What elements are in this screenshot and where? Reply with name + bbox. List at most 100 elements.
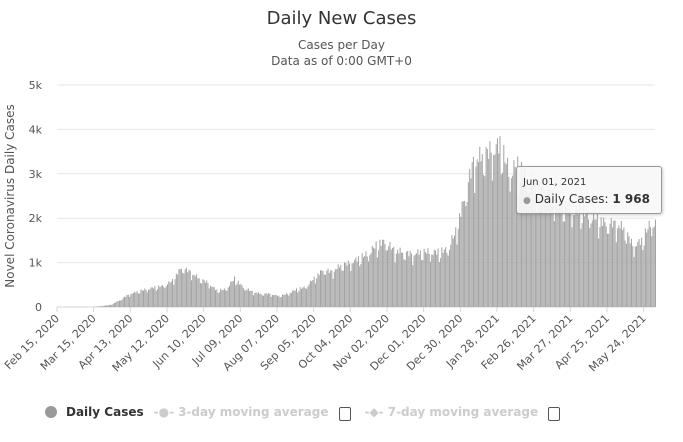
- bar[interactable]: [379, 239, 381, 307]
- bar[interactable]: [325, 274, 327, 307]
- bar[interactable]: [436, 254, 438, 307]
- bar[interactable]: [282, 294, 284, 307]
- bar[interactable]: [304, 288, 306, 307]
- bar[interactable]: [618, 225, 620, 307]
- bar[interactable]: [450, 244, 452, 307]
- bar[interactable]: [218, 292, 220, 307]
- bar[interactable]: [393, 246, 395, 307]
- bar[interactable]: [215, 290, 217, 307]
- bar[interactable]: [603, 217, 605, 307]
- bar[interactable]: [615, 242, 617, 307]
- bar[interactable]: [538, 183, 540, 307]
- bar[interactable]: [440, 258, 442, 307]
- bar[interactable]: [340, 264, 342, 307]
- bar[interactable]: [256, 293, 258, 307]
- bar[interactable]: [594, 219, 596, 307]
- bar[interactable]: [172, 278, 174, 307]
- bar[interactable]: [541, 178, 543, 307]
- bar[interactable]: [121, 299, 123, 307]
- bar[interactable]: [519, 182, 521, 307]
- bar[interactable]: [378, 250, 380, 307]
- bar[interactable]: [131, 293, 133, 307]
- bar[interactable]: [246, 289, 248, 307]
- bar[interactable]: [589, 228, 591, 307]
- bar[interactable]: [283, 294, 285, 307]
- bar[interactable]: [311, 281, 313, 307]
- bar[interactable]: [408, 256, 410, 307]
- bar[interactable]: [465, 206, 467, 307]
- bar[interactable]: [120, 300, 122, 307]
- bar[interactable]: [132, 292, 134, 307]
- bar[interactable]: [217, 293, 219, 307]
- bar[interactable]: [653, 226, 655, 307]
- bar[interactable]: [480, 161, 482, 307]
- bar[interactable]: [261, 295, 263, 307]
- bar[interactable]: [112, 303, 114, 307]
- bar[interactable]: [274, 295, 276, 307]
- bar[interactable]: [488, 159, 490, 307]
- bar[interactable]: [366, 256, 368, 307]
- bar[interactable]: [149, 289, 151, 307]
- bar[interactable]: [404, 260, 406, 307]
- bar[interactable]: [233, 276, 236, 307]
- bar[interactable]: [570, 213, 572, 307]
- checkbox-7day[interactable]: [548, 407, 561, 421]
- bar[interactable]: [639, 244, 641, 307]
- bar[interactable]: [184, 269, 186, 307]
- bar[interactable]: [285, 293, 287, 307]
- bar[interactable]: [565, 201, 567, 307]
- bar[interactable]: [154, 285, 156, 307]
- bar[interactable]: [232, 280, 234, 307]
- bar[interactable]: [595, 219, 597, 307]
- bar[interactable]: [103, 305, 105, 307]
- bar[interactable]: [361, 253, 363, 307]
- bar[interactable]: [368, 261, 370, 307]
- bar[interactable]: [240, 283, 242, 307]
- bar[interactable]: [475, 166, 477, 307]
- bar[interactable]: [623, 227, 625, 307]
- bar[interactable]: [514, 166, 516, 307]
- bar[interactable]: [145, 289, 147, 307]
- bar[interactable]: [371, 245, 373, 307]
- bar[interactable]: [275, 294, 277, 307]
- bar[interactable]: [204, 282, 206, 307]
- bar[interactable]: [230, 281, 232, 307]
- bar[interactable]: [271, 294, 273, 307]
- bar[interactable]: [284, 294, 286, 307]
- bar[interactable]: [555, 203, 557, 307]
- bar[interactable]: [312, 279, 314, 307]
- bar[interactable]: [135, 292, 137, 307]
- bar[interactable]: [182, 272, 184, 307]
- bar[interactable]: [380, 246, 382, 307]
- bar[interactable]: [158, 285, 160, 307]
- bar[interactable]: [581, 222, 583, 307]
- bar[interactable]: [160, 285, 162, 307]
- bar[interactable]: [548, 188, 550, 307]
- bar[interactable]: [306, 288, 308, 307]
- bar[interactable]: [431, 254, 433, 307]
- bar[interactable]: [605, 226, 607, 307]
- bar[interactable]: [442, 252, 444, 307]
- bar[interactable]: [362, 257, 364, 307]
- bar[interactable]: [136, 291, 138, 307]
- bar[interactable]: [386, 250, 388, 307]
- bar[interactable]: [249, 290, 251, 307]
- bar[interactable]: [402, 252, 404, 307]
- bar[interactable]: [265, 293, 267, 307]
- bar[interactable]: [208, 288, 210, 307]
- bar[interactable]: [110, 304, 112, 307]
- bar[interactable]: [600, 217, 602, 307]
- bar[interactable]: [418, 254, 420, 307]
- bar[interactable]: [255, 292, 257, 307]
- bar[interactable]: [314, 283, 316, 307]
- bar[interactable]: [461, 201, 463, 307]
- bar[interactable]: [627, 232, 629, 307]
- bar[interactable]: [175, 273, 177, 307]
- bar[interactable]: [649, 227, 651, 307]
- bar[interactable]: [460, 216, 462, 307]
- bar[interactable]: [165, 286, 167, 307]
- bar[interactable]: [532, 185, 534, 307]
- bar[interactable]: [341, 270, 343, 307]
- bar[interactable]: [586, 209, 588, 307]
- bar[interactable]: [547, 189, 549, 307]
